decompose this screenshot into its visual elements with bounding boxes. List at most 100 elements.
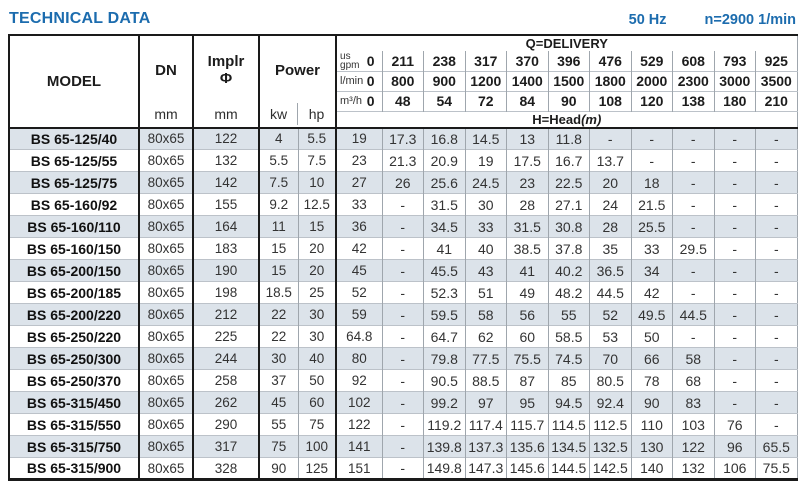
delivery-value: 180: [713, 90, 756, 111]
head-cell: 25.5: [630, 215, 673, 238]
table-body: BS 65-125/40 80x65 122 4 5.5 19 17.3 16.8 14.5 13…: [9, 126, 798, 480]
head-cell: 117.4: [464, 413, 507, 436]
hp-cell: 75: [297, 413, 338, 436]
head-cell: 25.6: [423, 171, 466, 194]
head-cell: 14.5: [464, 126, 507, 150]
hp-cell: 30: [297, 325, 338, 348]
model-cell: BS 65-125/40: [9, 126, 140, 150]
head-cell: 80.5: [589, 369, 632, 392]
model-cell: BS 65-250/370: [9, 369, 140, 392]
table-row: BS 65-160/92 80x65 155 9.2 12.5 33-31.5 30 28 27…: [9, 193, 798, 216]
delivery-value: 800: [381, 70, 424, 91]
head-cell: 90.5: [423, 369, 466, 392]
head-cell: 44.5: [589, 281, 632, 304]
head-cell: 137.3: [464, 435, 507, 458]
head-cell: -: [755, 303, 798, 326]
delivery-value: 529: [630, 51, 673, 71]
lmin-unit-label: l/min: [340, 74, 364, 87]
head-cell: 103: [672, 413, 715, 436]
kw-cell: 7.5: [259, 171, 298, 194]
head-cell: 28: [589, 215, 632, 238]
hp-cell: 60: [297, 391, 338, 414]
dn-cell: 80x65: [139, 369, 194, 392]
head-cell: 11.8: [547, 126, 590, 150]
kw-cell: 45: [259, 391, 298, 414]
head-cell: 38.5: [506, 237, 549, 260]
head-cell: -: [755, 347, 798, 370]
head-cell: 18: [630, 171, 673, 194]
implr-cell: 212: [193, 303, 260, 326]
delivery-value: 90: [547, 90, 590, 111]
head-cell: -: [381, 237, 424, 260]
delivery-unit-usgpm: us gpm 0: [336, 51, 383, 71]
head-cell: 94.5: [547, 391, 590, 414]
head-cell: 132: [672, 457, 715, 480]
table-row: BS 65-315/450 80x65 262 45 60 102-99.2 97 95 94.…: [9, 391, 798, 414]
head-cell: 41: [423, 237, 466, 260]
delivery-value: 108: [589, 90, 632, 111]
table-row: BS 65-315/900 80x65 328 90 125 151-149.8 147.3…: [9, 457, 798, 480]
head-cell: 88.5: [464, 369, 507, 392]
head-cell: 13.7: [589, 149, 632, 172]
head-cell: -: [713, 369, 756, 392]
delivery-value: 210: [755, 90, 798, 111]
head-cell: -: [713, 281, 756, 304]
head-cell: -: [755, 193, 798, 216]
head-cell: -: [672, 149, 715, 172]
head-cell: 64.7: [423, 325, 466, 348]
dn-cell: 80x65: [139, 259, 194, 282]
head-cell: -: [713, 347, 756, 370]
delivery-value: 48: [381, 90, 424, 111]
delivery-value: 900: [423, 70, 466, 91]
kw-cell: 22: [259, 303, 298, 326]
dn-cell: 80x65: [139, 237, 194, 260]
head-cell: 40: [464, 237, 507, 260]
head-cell: -: [381, 347, 424, 370]
delivery-value: 3000: [713, 70, 756, 91]
head-cell: 44.5: [672, 303, 715, 326]
hp-cell: 25: [297, 281, 338, 304]
hp-cell: 10: [297, 171, 338, 194]
dn-cell: 80x65: [139, 347, 194, 370]
delivery-value: 793: [713, 51, 756, 71]
head-cell: 78: [630, 369, 673, 392]
technical-data-table: MODEL DN mm Implr Φ mm: [8, 34, 798, 481]
head-cell: -: [755, 369, 798, 392]
dn-label: DN: [155, 61, 177, 79]
dn-cell: 80x65: [139, 193, 194, 216]
head-cell: 122: [672, 435, 715, 458]
implr-cell: 328: [193, 457, 260, 480]
head-cell: -: [755, 325, 798, 348]
delivery-value: 396: [547, 51, 590, 71]
table-row: BS 65-125/40 80x65 122 4 5.5 19 17.3 16.8 14.5 13…: [9, 126, 798, 150]
head-cell: 56: [506, 303, 549, 326]
head-cell: -: [672, 171, 715, 194]
head-cell: 58: [672, 347, 715, 370]
head-cell: -: [381, 435, 424, 458]
implr-cell: 164: [193, 215, 260, 238]
head-cell: -: [672, 215, 715, 238]
head-cell: -: [672, 193, 715, 216]
head-cell: 112.5: [589, 413, 632, 436]
head-cell: 31.5: [506, 215, 549, 238]
head-row-title: H=Head(m): [336, 110, 798, 128]
head-cell: 149.8: [423, 457, 466, 480]
delivery-unit-m3h: m³/h 0: [336, 90, 383, 111]
head-cell: 42: [630, 281, 673, 304]
head-cell: -: [713, 193, 756, 216]
head-cell: 30.8: [547, 215, 590, 238]
head-cell: 55: [547, 303, 590, 326]
head-cell: -: [755, 149, 798, 172]
delivery-zero: 0: [366, 93, 375, 109]
kw-cell: 55: [259, 413, 298, 436]
delivery-value: 54: [423, 90, 466, 111]
delivery-row-usgpm: us gpm 0 211 238 317 370 396 476 529 608 793 925: [9, 51, 798, 71]
delivery-value: 1500: [547, 70, 590, 91]
head-cell: -: [381, 281, 424, 304]
implr-cell: 190: [193, 259, 260, 282]
head-cell: 130: [630, 435, 673, 458]
head-cell: -: [755, 171, 798, 194]
implr-cell: 317: [193, 435, 260, 458]
column-header-model: MODEL: [9, 35, 140, 128]
